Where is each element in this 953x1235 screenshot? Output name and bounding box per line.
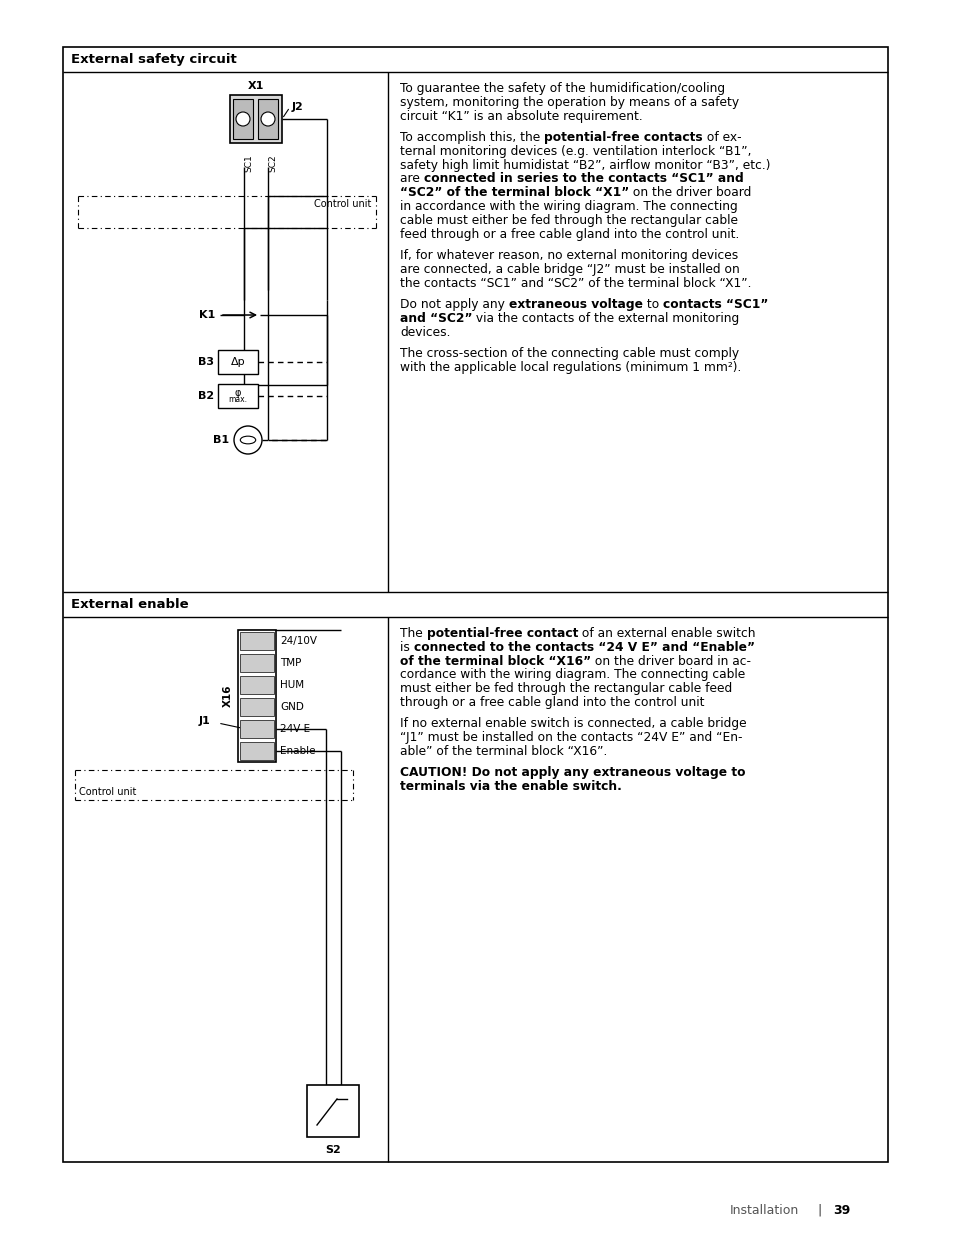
Text: B2: B2 <box>197 391 213 401</box>
Text: circuit “K1” is an absolute requirement.: circuit “K1” is an absolute requirement. <box>399 110 642 122</box>
Text: S2: S2 <box>325 1145 340 1155</box>
Text: B1: B1 <box>213 435 229 445</box>
Bar <box>240 676 274 694</box>
Text: are connected, a cable bridge “J2” must be installed on: are connected, a cable bridge “J2” must … <box>399 263 739 275</box>
Text: Δp: Δp <box>231 357 245 367</box>
Text: extraneous voltage: extraneous voltage <box>508 298 642 311</box>
Text: cable must either be fed through the rectangular cable: cable must either be fed through the rec… <box>399 214 738 227</box>
Text: SC2: SC2 <box>268 154 276 172</box>
Bar <box>63 47 887 1162</box>
Text: max.: max. <box>229 395 247 405</box>
Text: Do not apply any: Do not apply any <box>399 298 508 311</box>
Text: must either be fed through the rectangular cable feed: must either be fed through the rectangul… <box>399 682 732 695</box>
Text: TMP: TMP <box>280 658 301 668</box>
Text: B3: B3 <box>198 357 213 367</box>
Text: Control unit: Control unit <box>79 787 136 797</box>
Text: and “SC2”: and “SC2” <box>399 311 472 325</box>
Text: on the driver board: on the driver board <box>629 186 751 199</box>
Bar <box>237 630 275 762</box>
Text: External enable: External enable <box>71 598 189 611</box>
Text: of an external enable switch: of an external enable switch <box>578 627 755 640</box>
Bar <box>257 99 277 140</box>
Text: The: The <box>399 627 426 640</box>
Bar <box>218 350 257 374</box>
Ellipse shape <box>240 436 255 443</box>
Text: in accordance with the wiring diagram. The connecting: in accordance with the wiring diagram. T… <box>399 200 737 212</box>
Text: is: is <box>399 641 414 653</box>
Text: connected in series to the contacts “SC1” and: connected in series to the contacts “SC1… <box>423 173 742 185</box>
Text: connected to the contacts “24 V E” and “Enable”: connected to the contacts “24 V E” and “… <box>414 641 754 653</box>
Text: To guarantee the safety of the humidification/cooling: To guarantee the safety of the humidific… <box>399 82 724 95</box>
Text: potential-free contact: potential-free contact <box>426 627 578 640</box>
Text: system, monitoring the operation by means of a safety: system, monitoring the operation by mean… <box>399 96 739 109</box>
Text: able” of the terminal block “X16”.: able” of the terminal block “X16”. <box>399 745 607 758</box>
Text: φ: φ <box>234 388 241 398</box>
Text: potential-free contacts: potential-free contacts <box>543 131 702 144</box>
Bar <box>307 1086 358 1137</box>
Bar <box>240 698 274 716</box>
Text: the contacts “SC1” and “SC2” of the terminal block “X1”.: the contacts “SC1” and “SC2” of the term… <box>399 277 751 289</box>
Text: SC1: SC1 <box>244 154 253 172</box>
Text: K1: K1 <box>198 310 214 320</box>
Text: J2: J2 <box>292 103 303 112</box>
Text: If no external enable switch is connected, a cable bridge: If no external enable switch is connecte… <box>399 718 746 730</box>
Bar <box>218 384 257 408</box>
Text: The cross-section of the connecting cable must comply: The cross-section of the connecting cabl… <box>399 347 739 359</box>
Text: feed through or a free cable gland into the control unit.: feed through or a free cable gland into … <box>399 227 739 241</box>
Text: terminals via the enable switch.: terminals via the enable switch. <box>399 781 621 793</box>
Circle shape <box>261 112 274 126</box>
Text: on the driver board in ac-: on the driver board in ac- <box>591 655 750 668</box>
Bar <box>233 99 253 140</box>
Bar <box>240 720 274 739</box>
Bar <box>230 95 282 143</box>
Text: ternal monitoring devices (e.g. ventilation interlock “B1”,: ternal monitoring devices (e.g. ventilat… <box>399 144 751 158</box>
Text: of ex-: of ex- <box>702 131 740 144</box>
Text: cordance with the wiring diagram. The connecting cable: cordance with the wiring diagram. The co… <box>399 668 744 682</box>
Bar <box>240 655 274 672</box>
Text: Enable: Enable <box>280 746 315 756</box>
Text: X16: X16 <box>223 684 233 708</box>
Text: GND: GND <box>280 701 304 713</box>
Text: X1: X1 <box>248 82 264 91</box>
Circle shape <box>235 112 250 126</box>
Text: are: are <box>399 173 423 185</box>
Text: via the contacts of the external monitoring: via the contacts of the external monitor… <box>472 311 739 325</box>
Text: If, for whatever reason, no external monitoring devices: If, for whatever reason, no external mon… <box>399 249 738 262</box>
Text: “SC2” of the terminal block “X1”: “SC2” of the terminal block “X1” <box>399 186 629 199</box>
Text: Control unit: Control unit <box>314 199 371 209</box>
Text: devices.: devices. <box>399 326 450 338</box>
Text: of the terminal block “X16”: of the terminal block “X16” <box>399 655 591 668</box>
Text: J1: J1 <box>198 716 210 726</box>
Text: HUM: HUM <box>280 680 304 690</box>
Text: through or a free cable gland into the control unit: through or a free cable gland into the c… <box>399 697 703 709</box>
Text: |: | <box>817 1203 821 1216</box>
Circle shape <box>233 426 262 454</box>
Text: External safety circuit: External safety circuit <box>71 53 236 65</box>
Text: 24V E: 24V E <box>280 724 310 734</box>
Bar <box>240 632 274 650</box>
Text: CAUTION! Do not apply any extraneous voltage to: CAUTION! Do not apply any extraneous vol… <box>399 767 744 779</box>
Text: 24/10V: 24/10V <box>280 636 316 646</box>
Bar <box>240 742 274 760</box>
Text: contacts “SC1”: contacts “SC1” <box>662 298 767 311</box>
Text: 39: 39 <box>832 1203 849 1216</box>
Text: Installation: Installation <box>729 1203 799 1216</box>
Text: safety high limit humidistat “B2”, airflow monitor “B3”, etc.): safety high limit humidistat “B2”, airfl… <box>399 158 770 172</box>
Text: “J1” must be installed on the contacts “24V E” and “En-: “J1” must be installed on the contacts “… <box>399 731 741 745</box>
Text: to: to <box>642 298 662 311</box>
Text: To accomplish this, the: To accomplish this, the <box>399 131 543 144</box>
Text: with the applicable local regulations (minimum 1 mm²).: with the applicable local regulations (m… <box>399 361 740 374</box>
